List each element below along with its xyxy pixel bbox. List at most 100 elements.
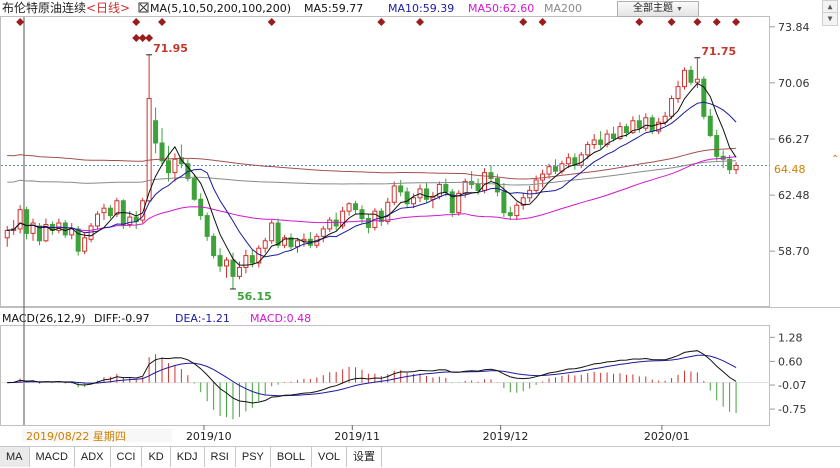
candle-body-up bbox=[95, 213, 101, 227]
candle-body-down bbox=[507, 212, 513, 217]
candle-body-up bbox=[172, 158, 178, 174]
candle bbox=[204, 212, 210, 241]
tab-kd[interactable]: KD bbox=[142, 447, 171, 467]
candle bbox=[114, 197, 120, 218]
candle-body-down bbox=[249, 255, 255, 264]
candle-body-up bbox=[681, 69, 687, 88]
candle-body-down bbox=[404, 191, 410, 205]
candle bbox=[140, 197, 146, 224]
tab-rsi[interactable]: RSI bbox=[205, 447, 236, 467]
candle bbox=[49, 221, 55, 235]
candle-body-up bbox=[482, 172, 488, 191]
candle bbox=[75, 225, 81, 256]
event-diamond-icon bbox=[635, 18, 644, 26]
cursor-date-bg bbox=[22, 429, 172, 442]
candle bbox=[82, 233, 88, 255]
tab-macd[interactable]: MACD bbox=[30, 447, 75, 467]
candle bbox=[333, 212, 339, 231]
candle-body-down bbox=[230, 259, 236, 277]
candle bbox=[353, 200, 359, 215]
high-annotation: 71.95 bbox=[153, 42, 188, 55]
macd-diff-value: DIFF:-0.97 bbox=[94, 312, 150, 325]
candle bbox=[675, 80, 681, 103]
candle-body-up bbox=[533, 179, 539, 191]
candle-body-down bbox=[443, 183, 449, 193]
candle-body-up bbox=[82, 237, 88, 252]
candle bbox=[275, 218, 281, 249]
candle-body-up bbox=[243, 255, 249, 268]
candle-body-down bbox=[552, 166, 558, 172]
tab-ma[interactable]: MA bbox=[0, 447, 30, 467]
candle-body-down bbox=[165, 160, 171, 174]
candle bbox=[327, 217, 333, 232]
candle-body-up bbox=[30, 222, 36, 234]
candle bbox=[146, 54, 152, 203]
tab-vol[interactable]: VOL bbox=[312, 447, 348, 467]
candle-body-down bbox=[688, 69, 694, 83]
candle-body-down bbox=[36, 225, 42, 242]
tab-psy[interactable]: PSY bbox=[236, 447, 271, 467]
candle-body-up bbox=[340, 210, 346, 227]
candle bbox=[211, 233, 217, 259]
candle-body-up bbox=[662, 115, 668, 123]
candle-body-down bbox=[75, 228, 81, 252]
scroll-down-button[interactable]: ▼ bbox=[822, 12, 838, 26]
candle bbox=[714, 129, 720, 161]
candle bbox=[423, 182, 429, 203]
candle-body-up bbox=[430, 195, 436, 200]
tab-boll[interactable]: BOLL bbox=[271, 447, 313, 467]
ma50-value: MA50:62.60 bbox=[468, 2, 534, 15]
tab-kdj[interactable]: KDJ bbox=[171, 447, 205, 467]
x-tick-label: 2020/01 bbox=[644, 430, 690, 443]
candle-body-up bbox=[546, 166, 552, 175]
candle-body-down bbox=[378, 210, 384, 223]
candle bbox=[62, 220, 68, 238]
event-diamond-icon bbox=[416, 18, 425, 26]
candle-body-down bbox=[178, 157, 184, 165]
candle-body-down bbox=[701, 78, 707, 117]
candle-body-down bbox=[211, 235, 217, 257]
candle bbox=[43, 218, 49, 243]
price-y-tick-label: 73.84 bbox=[778, 21, 810, 34]
event-diamond-icon bbox=[538, 18, 547, 26]
ma200-line bbox=[7, 160, 737, 186]
candle bbox=[591, 134, 597, 149]
candle bbox=[572, 153, 578, 170]
tab-设置[interactable]: 设置 bbox=[347, 447, 383, 467]
candle bbox=[178, 144, 184, 169]
ma5-value: MA5:59.77 bbox=[304, 2, 363, 15]
candle-body-up bbox=[436, 183, 442, 197]
event-diamond-icon bbox=[732, 18, 741, 26]
candle-body-up bbox=[17, 209, 23, 230]
tab-cci[interactable]: CCI bbox=[111, 447, 143, 467]
period-label[interactable]: <日线> bbox=[86, 1, 130, 15]
candle bbox=[520, 193, 526, 210]
candle-body-down bbox=[398, 185, 404, 193]
candle bbox=[294, 237, 300, 253]
candle bbox=[4, 225, 10, 247]
checkbox-x-icon bbox=[139, 3, 148, 12]
candle-body-up bbox=[656, 121, 662, 132]
theme-selector-button[interactable]: 全部主题 ▼ bbox=[617, 1, 699, 17]
price-chart[interactable]: 布伦特原油连续 <日线> MA(5,10,50,200,100,200) MA5… bbox=[0, 0, 840, 446]
candle bbox=[456, 190, 462, 216]
candle-body-up bbox=[346, 203, 352, 212]
event-diamond-icon bbox=[145, 34, 154, 42]
ma50-line bbox=[7, 156, 737, 232]
candle-body-up bbox=[669, 98, 675, 117]
candle bbox=[320, 225, 326, 243]
candle bbox=[688, 65, 694, 86]
macd-hist-value: MACD:0.48 bbox=[250, 312, 311, 325]
event-diamond-icon bbox=[693, 18, 702, 26]
candle-body-down bbox=[611, 133, 617, 140]
candle-body-up bbox=[733, 165, 739, 171]
x-tick-label: 2019/11 bbox=[334, 430, 380, 443]
macd-params: MACD(26,12,9) bbox=[2, 312, 86, 325]
x-tick-label: 2019/12 bbox=[483, 430, 529, 443]
candle bbox=[185, 159, 191, 182]
tab-adx[interactable]: ADX bbox=[75, 447, 111, 467]
theme-selector-label: 全部主题 bbox=[633, 3, 674, 14]
candle-body-up bbox=[320, 228, 326, 237]
candle bbox=[469, 171, 475, 189]
